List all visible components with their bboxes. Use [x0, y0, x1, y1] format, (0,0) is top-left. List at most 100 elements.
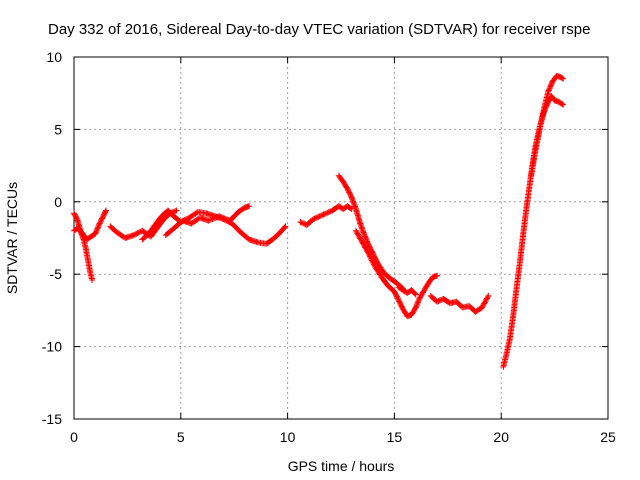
- data-point: [89, 276, 96, 283]
- data-point: [298, 219, 305, 226]
- chart-title: Day 332 of 2016, Sidereal Day-to-day VTE…: [48, 21, 590, 38]
- x-tick-label: 0: [70, 429, 78, 445]
- data-point: [366, 252, 373, 259]
- data-point: [92, 229, 99, 236]
- data-point: [480, 301, 487, 308]
- data-point: [364, 239, 371, 246]
- data-point: [370, 261, 377, 268]
- data-point: [547, 82, 554, 89]
- data-point: [414, 300, 421, 307]
- grid: [74, 57, 608, 419]
- data-point: [413, 301, 420, 308]
- data-point: [478, 304, 485, 311]
- series-arc-b: [71, 207, 110, 243]
- data-point: [365, 249, 372, 256]
- data-point: [365, 240, 372, 247]
- data-point: [362, 234, 369, 241]
- data-point: [559, 74, 566, 81]
- data-point: [415, 298, 422, 305]
- data-point: [206, 217, 213, 224]
- y-tick-label: -5: [50, 266, 63, 282]
- data-point: [205, 217, 212, 224]
- data-point: [434, 272, 441, 279]
- data-point: [347, 205, 354, 212]
- data-point: [560, 75, 567, 82]
- data-point: [361, 243, 368, 250]
- data-point: [357, 236, 364, 243]
- data-point: [435, 298, 442, 305]
- x-tick-label: 10: [280, 429, 296, 445]
- y-tick-label: 5: [54, 121, 62, 137]
- data-point: [326, 208, 333, 215]
- data-point: [363, 235, 370, 242]
- data-points: [71, 72, 567, 370]
- data-point: [545, 87, 552, 94]
- data-point: [92, 230, 99, 237]
- data-point: [93, 226, 100, 233]
- data-point: [367, 253, 374, 260]
- data-point: [94, 225, 101, 232]
- x-tick-label: 20: [493, 429, 509, 445]
- data-point: [546, 84, 553, 91]
- data-point: [321, 210, 328, 217]
- x-tick-label: 25: [600, 429, 616, 445]
- plot-frame: [73, 56, 609, 420]
- data-point: [353, 229, 360, 236]
- data-point: [546, 86, 553, 93]
- series-arc-a: [71, 210, 96, 283]
- data-point: [483, 295, 490, 302]
- data-point: [93, 228, 100, 235]
- series-arc-m: [528, 72, 567, 179]
- y-tick-label: 10: [46, 49, 62, 65]
- data-point: [355, 232, 362, 239]
- series-arc-j: [395, 284, 419, 298]
- data-point: [297, 219, 304, 226]
- data-point: [482, 298, 489, 305]
- data-point: [324, 209, 331, 216]
- data-point: [481, 300, 488, 307]
- data-point: [370, 260, 377, 267]
- data-point: [312, 215, 319, 222]
- data-point: [282, 223, 289, 230]
- data-point: [484, 294, 491, 301]
- data-point: [485, 292, 492, 299]
- data-point: [363, 247, 370, 254]
- data-point: [356, 234, 363, 241]
- data-point: [316, 213, 323, 220]
- data-point: [483, 296, 490, 303]
- data-point: [365, 250, 372, 257]
- y-tick-label: -15: [42, 411, 62, 427]
- data-point: [281, 224, 288, 231]
- series-arc-g: [297, 203, 355, 228]
- data-point: [560, 101, 567, 108]
- data-point: [362, 245, 369, 252]
- data-point: [102, 208, 109, 215]
- data-point: [103, 207, 110, 214]
- data-point: [360, 240, 367, 247]
- x-tick-label: 15: [387, 429, 403, 445]
- data-point: [359, 239, 366, 246]
- data-point: [358, 238, 365, 245]
- data-point: [412, 291, 419, 298]
- data-point: [310, 216, 317, 223]
- data-point: [323, 210, 330, 217]
- data-point: [415, 296, 422, 303]
- data-point: [548, 81, 555, 88]
- series-arc-i: [352, 227, 441, 320]
- x-tick-label: 5: [177, 429, 185, 445]
- data-point: [363, 237, 370, 244]
- data-point: [355, 231, 362, 238]
- data-point: [311, 215, 318, 222]
- data-point: [369, 258, 376, 265]
- data-point: [95, 224, 102, 231]
- data-point: [173, 207, 180, 214]
- x-axis-ticks: 0 5 10 15 20 25: [70, 57, 616, 445]
- data-point: [362, 244, 369, 251]
- data-point: [364, 248, 371, 255]
- data-point: [371, 262, 378, 269]
- data-point: [96, 221, 103, 228]
- data-point: [354, 230, 361, 237]
- data-point: [317, 212, 324, 219]
- x-axis-label: GPS time / hours: [288, 458, 395, 474]
